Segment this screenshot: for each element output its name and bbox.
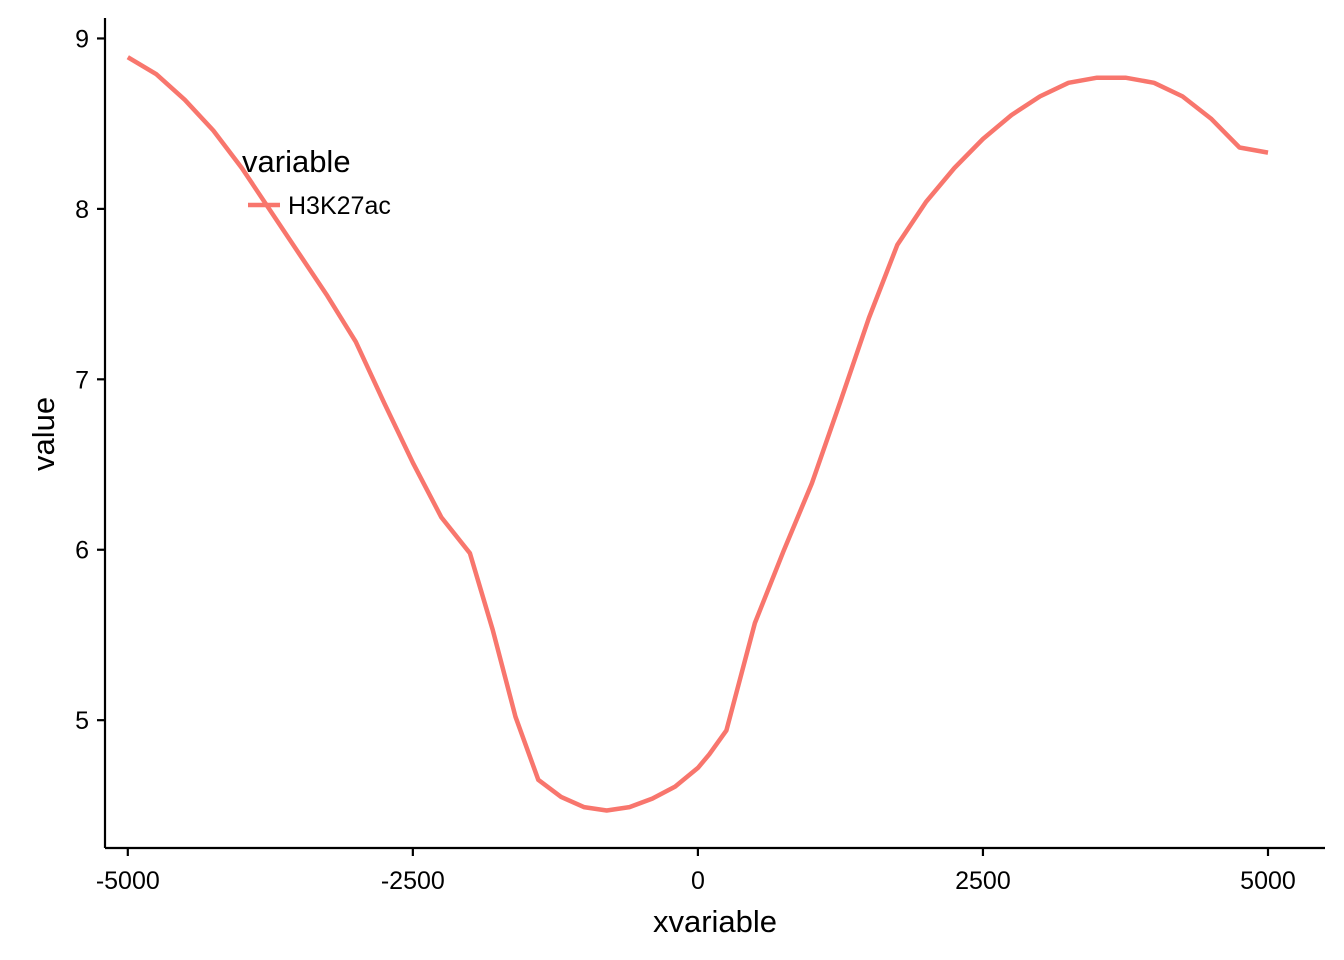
y-tick-label: 5 [75,707,89,735]
x-axis-title: xvariable [653,904,777,939]
x-axis-ticks: -5000 -2500 0 2500 5000 [96,848,1296,895]
x-tick-label: -2500 [381,867,445,895]
x-tick-label: -5000 [96,867,160,895]
y-axis-ticks: 5 6 7 8 9 [75,25,105,735]
plot-area [126,55,1269,813]
x-tick-label: 0 [691,867,705,895]
y-tick-label: 9 [75,25,89,53]
x-tick-label: 2500 [955,867,1011,895]
x-tick-label: 5000 [1240,867,1296,895]
y-tick-label: 6 [75,537,89,565]
legend: variable H3K27ac [242,144,391,220]
legend-title: variable [242,144,351,179]
legend-label-h3k27ac: H3K27ac [288,192,391,220]
series-line-h3k27ac [126,55,1269,813]
y-tick-label: 7 [75,366,89,394]
y-tick-label: 8 [75,196,89,224]
y-axis-title: value [26,397,61,471]
